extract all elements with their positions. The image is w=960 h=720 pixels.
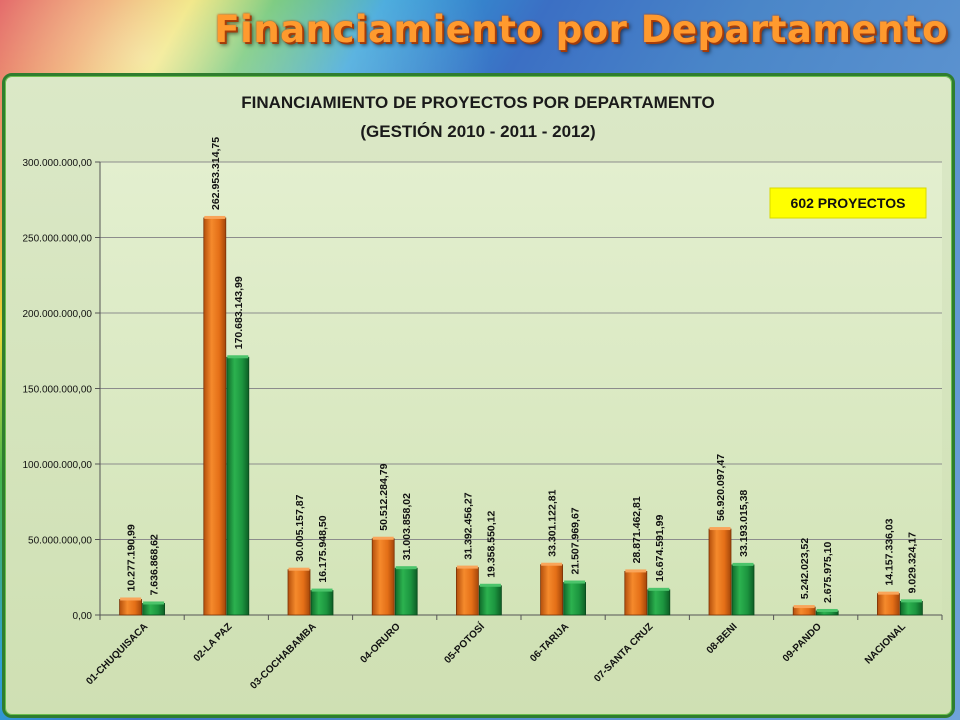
- projects-badge: [769, 187, 927, 219]
- bar-top-bevel: [143, 601, 165, 605]
- y-tick-label: 150.000.000,00: [22, 385, 92, 396]
- data-label-series-1: 10.277.190,99: [126, 524, 138, 591]
- bar-series-1: [792, 606, 816, 616]
- bar-top-bevel: [793, 605, 815, 609]
- data-label-series-1: 5.242.023,52: [799, 538, 811, 599]
- category-label: NACIONAL: [863, 621, 908, 666]
- y-tick-label: 0,00: [73, 611, 93, 622]
- y-tick-label: 250.000.000,00: [22, 234, 92, 245]
- category-label: 05-POTOSÍ: [441, 620, 487, 666]
- bar-top-bevel: [816, 608, 838, 612]
- data-label-series-2: 7.636.868,62: [149, 534, 161, 595]
- chart-title-line-2: (GESTIÓN 2010 - 2011 - 2012): [360, 122, 595, 141]
- category-label: 07-SANTA CRUZ: [592, 621, 655, 684]
- bar-top-bevel: [395, 566, 417, 570]
- bar-top-bevel: [625, 569, 647, 573]
- bar-top-bevel: [877, 591, 899, 595]
- bar-series-1: [371, 538, 395, 616]
- bar-series-2: [647, 589, 671, 616]
- bar-top-bevel: [709, 527, 731, 531]
- data-label-series-1: 28.871.462,81: [631, 496, 643, 563]
- category-label: 01-CHUQUISACA: [84, 621, 150, 687]
- bar-top-bevel: [311, 588, 333, 592]
- category-label: 04-ORURO: [358, 621, 402, 665]
- bar-series-2: [478, 585, 502, 616]
- category-label: 03-COCHABAMBA: [248, 621, 318, 691]
- bar-series-1: [877, 593, 900, 616]
- bar-series-2: [563, 582, 586, 616]
- bar-top-bevel: [564, 580, 586, 584]
- data-label-series-1: 14.157.336,03: [883, 518, 895, 585]
- data-label-series-2: 21.507.969,67: [570, 507, 582, 574]
- bar-series-1: [203, 217, 227, 616]
- data-label-series-2: 170.683.143,99: [233, 276, 245, 349]
- y-tick-label: 100.000.000,00: [22, 460, 92, 471]
- category-label: 08-BENI: [705, 621, 740, 656]
- projects-badge-text: 602 PROYECTOS: [791, 195, 906, 211]
- data-label-series-1: 33.301.122,81: [547, 489, 559, 556]
- data-label-series-2: 19.358.550,12: [485, 510, 497, 577]
- slide-title: Financiamiento por Departamento: [214, 8, 948, 51]
- bar-series-2: [900, 600, 923, 616]
- data-label-series-1: 31.392.456,27: [462, 492, 474, 559]
- bar-series-1: [287, 569, 311, 616]
- data-label-series-2: 31.003.858,02: [401, 493, 413, 560]
- bar-top-bevel: [120, 597, 142, 601]
- data-label-series-2: 16.674.591,99: [654, 515, 666, 582]
- category-label: 02-LA PAZ: [192, 621, 235, 664]
- category-label: 09-PANDO: [781, 621, 824, 664]
- data-label-series-1: 262.953.314,75: [210, 137, 222, 210]
- bar-series-2: [310, 590, 334, 616]
- bar-series-1: [708, 528, 732, 616]
- bar-top-bevel: [648, 587, 670, 591]
- bar-top-bevel: [541, 562, 563, 566]
- bar-series-1: [455, 567, 479, 616]
- data-label-series-2: 16.175.948,50: [317, 515, 329, 582]
- bar-top-bevel: [372, 536, 394, 540]
- bar-series-2: [731, 564, 755, 616]
- y-tick-label: 200.000.000,00: [22, 309, 92, 320]
- data-label-series-2: 33.193.015,38: [738, 490, 750, 557]
- bar-series-2: [226, 356, 250, 616]
- bar-series-2: [142, 603, 166, 616]
- bar-series-1: [624, 571, 648, 616]
- bar-top-bevel: [732, 562, 754, 566]
- bar-top-bevel: [456, 565, 478, 569]
- data-label-series-2: 2.675.975,10: [822, 541, 834, 602]
- chart-title-line-1: FINANCIAMIENTO DE PROYECTOS POR DEPARTAM…: [241, 93, 715, 112]
- bar-series-2: [394, 567, 418, 616]
- data-label-series-1: 56.920.097,47: [715, 454, 727, 521]
- bar-top-bevel: [204, 215, 226, 219]
- data-label-series-1: 50.512.284,79: [378, 463, 390, 530]
- bar-series-1: [540, 564, 563, 616]
- bar-top-bevel: [227, 355, 249, 359]
- data-label-series-1: 30.005.157,87: [294, 494, 306, 561]
- bar-top-bevel: [900, 599, 922, 603]
- y-tick-label: 50.000.000,00: [28, 536, 92, 547]
- bar-top-bevel: [479, 583, 501, 587]
- bar-series-1: [119, 599, 142, 616]
- y-tick-label: 300.000.000,00: [22, 158, 92, 169]
- category-label: 06-TARIJA: [528, 621, 571, 664]
- data-label-series-2: 9.029.324,17: [906, 532, 918, 593]
- bar-top-bevel: [288, 567, 310, 571]
